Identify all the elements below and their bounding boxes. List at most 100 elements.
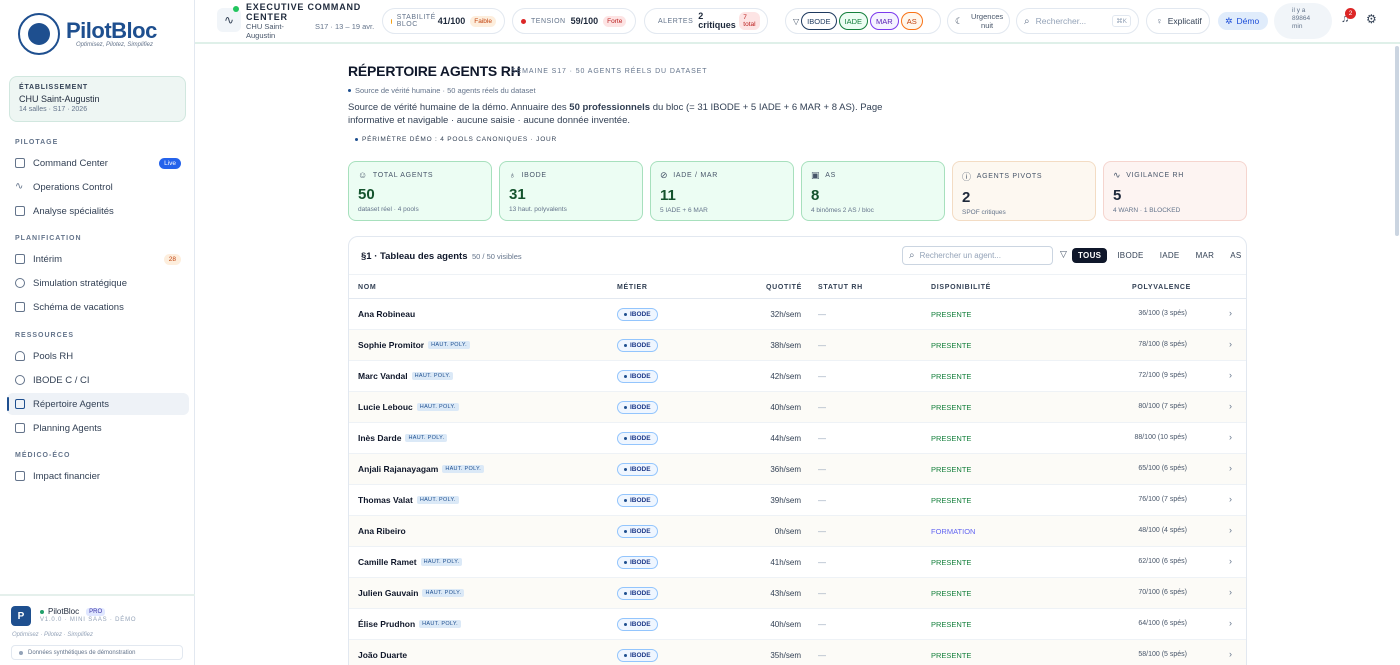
sidebar-item-ibode[interactable]: IBODE C / CI bbox=[7, 369, 189, 391]
sidebar-item-label: Intérim bbox=[33, 253, 63, 265]
explicatif-button[interactable]: ♀ Explicatif bbox=[1146, 8, 1210, 34]
nav-section-planification: PLANIFICATION bbox=[15, 235, 82, 242]
sidebar-item-operations-control[interactable]: ∿ Operations Control bbox=[7, 176, 189, 198]
tension-pill[interactable]: TENSION 59/100 Forte bbox=[512, 8, 636, 34]
segment-as[interactable]: AS bbox=[1230, 251, 1242, 260]
sidebar-item-repertoire[interactable]: Répertoire Agents bbox=[7, 393, 189, 415]
segment-ibode[interactable]: IBODE bbox=[1117, 251, 1144, 260]
sidebar-item-simulation[interactable]: Simulation stratégique bbox=[7, 272, 189, 294]
chevron-right-icon[interactable]: › bbox=[1229, 587, 1232, 597]
nav-section-ressources: RESSOURCES bbox=[15, 332, 75, 339]
disponibilite-value: PRESENTE bbox=[931, 341, 972, 350]
table-row[interactable]: Camille Ramet HAUT. POLY. IBODE 41h/sem — PRE… bbox=[349, 547, 1246, 578]
sidebar-item-analyse[interactable]: Analyse spécialités bbox=[7, 200, 189, 222]
table-row[interactable]: Élise Prudhon HAUT. POLY. IBODE 40h/sem — PRE… bbox=[349, 609, 1246, 640]
table-row[interactable]: Inès Darde HAUT. POLY. IBODE 44h/sem — PRESEN… bbox=[349, 423, 1246, 454]
table-row[interactable]: Thomas Valat HAUT. POLY. IBODE 39h/sem — PRES… bbox=[349, 485, 1246, 516]
segment-iade[interactable]: IADE bbox=[1159, 251, 1180, 260]
filter-chip-iade[interactable]: IADE bbox=[838, 12, 869, 30]
sidebar-item-planning[interactable]: Planning Agents bbox=[7, 417, 189, 439]
global-search[interactable]: ⌕ Rechercher... ⌘K bbox=[1016, 8, 1139, 34]
header-statut[interactable]: STATUT RH bbox=[818, 284, 863, 291]
sidebar-item-impact[interactable]: Impact financier bbox=[7, 465, 189, 487]
table-row[interactable]: Ana Robineau IBODE 32h/sem — PRESENTE 36/100 … bbox=[349, 299, 1246, 330]
sidebar-item-command-center[interactable]: Command Center Live bbox=[7, 152, 189, 174]
disponibilite-value: PRESENTE bbox=[931, 434, 972, 443]
table-title: §1 · Tableau des agents bbox=[361, 251, 468, 262]
chevron-right-icon[interactable]: › bbox=[1229, 463, 1232, 473]
notifications-button[interactable]: ♫ 2 bbox=[1341, 8, 1356, 25]
chevron-right-icon[interactable]: › bbox=[1229, 618, 1232, 628]
table-row[interactable]: João Duarte IBODE 35h/sem — PRESENTE 58/100 (… bbox=[349, 640, 1246, 665]
establishment-sub: 14 salles · S17 · 2026 bbox=[19, 106, 88, 113]
segment-tous[interactable]: TOUS bbox=[1072, 248, 1108, 263]
metier-badge: IBODE bbox=[617, 308, 658, 321]
chevron-right-icon[interactable]: › bbox=[1229, 556, 1232, 566]
sidebar-item-schema[interactable]: Schéma de vacations bbox=[7, 296, 189, 318]
gear-icon: ⚙ bbox=[1366, 12, 1377, 26]
nav-section-medico: MÉDICO-ÉCO bbox=[15, 452, 71, 459]
tension-value: 59/100 bbox=[570, 16, 599, 26]
sidebar-item-pools[interactable]: Pools RH bbox=[7, 345, 189, 367]
header-nom[interactable]: NOM bbox=[358, 284, 377, 291]
table-row[interactable]: Marc Vandal HAUT. POLY. IBODE 42h/sem — PRESE… bbox=[349, 361, 1246, 392]
kpi-iade-mar[interactable]: ⊘ IADE / MAR 11 5 IADE + 6 MAR bbox=[650, 161, 794, 221]
agent-name: Thomas Valat HAUT. POLY. bbox=[358, 495, 459, 505]
demo-button[interactable]: ✲ Démo bbox=[1218, 12, 1268, 30]
urgences-nuit-toggle[interactable]: ☾ Urgences nuit bbox=[947, 8, 1010, 34]
polyvalence-value: 62/100 (6 spés) bbox=[1138, 558, 1187, 565]
polyvalence-value: 80/100 (7 spés) bbox=[1138, 403, 1187, 410]
avatar[interactable]: P bbox=[11, 606, 31, 626]
chevron-right-icon[interactable]: › bbox=[1229, 649, 1232, 659]
alertes-value: 2 critiques bbox=[698, 11, 736, 30]
segment-mar[interactable]: MAR bbox=[1195, 251, 1215, 260]
tension-dot bbox=[521, 18, 526, 24]
table-row[interactable]: Sophie Promitor HAUT. POLY. IBODE 38h/sem — P… bbox=[349, 330, 1246, 361]
contact-icon bbox=[15, 399, 25, 409]
establishment-card[interactable]: ÉTABLISSEMENT CHU Saint-Augustin 14 sall… bbox=[9, 76, 186, 122]
header-quotite[interactable]: QUOTITÉ bbox=[766, 284, 803, 291]
header-poly[interactable]: POLYVALENCE bbox=[1132, 284, 1192, 291]
table-row[interactable]: Lucie Lebouc HAUT. POLY. IBODE 40h/sem — PRES… bbox=[349, 392, 1246, 423]
notification-count: 2 bbox=[1345, 8, 1356, 19]
table-row[interactable]: Julien Gauvain HAUT. POLY. IBODE 43h/sem — PR… bbox=[349, 578, 1246, 609]
kpi-as[interactable]: ▣ AS 8 4 binômes 2 AS / bloc bbox=[801, 161, 945, 221]
chevron-right-icon[interactable]: › bbox=[1229, 370, 1232, 380]
kpi-vigilance-rh[interactable]: ∿ VIGILANCE RH 5 4 WARN · 1 BLOCKED bbox=[1103, 161, 1247, 221]
table-row[interactable]: Anjali Rajanayagam HAUT. POLY. IBODE 36h/se… bbox=[349, 454, 1246, 485]
stabilite-pill[interactable]: STABILITÉ BLOC 41/100 Faible bbox=[382, 8, 505, 34]
haute-polyvalence-badge: HAUT. POLY. bbox=[416, 403, 459, 411]
alertes-pill[interactable]: ALERTES 2 critiques 7 total bbox=[644, 8, 768, 34]
metier-text: IBODE bbox=[630, 621, 651, 628]
chevron-right-icon[interactable]: › bbox=[1229, 494, 1232, 504]
disponibilite-value: PRESENTE bbox=[931, 651, 972, 660]
kpi-ibode[interactable]: ♁ IBODE 31 13 haut. polyvalents bbox=[499, 161, 643, 221]
last-sync[interactable]: il y a 89864 min bbox=[1274, 3, 1332, 39]
settings-button[interactable]: ⚙ bbox=[1366, 12, 1377, 26]
page-subtitle: SEMAINE S17 · 50 AGENTS RÉELS DU DATASET bbox=[511, 68, 708, 75]
chevron-right-icon[interactable]: › bbox=[1229, 525, 1232, 535]
chevron-right-icon[interactable]: › bbox=[1229, 308, 1232, 318]
chevron-right-icon[interactable]: › bbox=[1229, 432, 1232, 442]
logo[interactable]: PilotBloc Optimisez, Pilotez, Simplifiez bbox=[18, 12, 158, 56]
chevron-right-icon[interactable]: › bbox=[1229, 339, 1232, 349]
filter-chip-mar[interactable]: MAR bbox=[870, 12, 899, 30]
metier-text: IBODE bbox=[630, 528, 651, 535]
header-dispo[interactable]: DISPONIBILITÉ bbox=[931, 284, 992, 291]
sidebar-item-interim[interactable]: Intérim 28 bbox=[7, 248, 189, 270]
kpi-total-agents[interactable]: ☺ TOTAL AGENTS 50 dataset réel · 4 pools bbox=[348, 161, 492, 221]
search-icon: ⌕ bbox=[909, 250, 915, 261]
statut-value: — bbox=[818, 496, 826, 505]
polyvalence-value: 78/100 (8 spés) bbox=[1138, 341, 1187, 348]
table-row[interactable]: Ana Ribeiro IBODE 0h/sem — FORMATION 48/100 (… bbox=[349, 516, 1246, 547]
filter-chip-as[interactable]: AS bbox=[900, 12, 923, 30]
perimetre-text: PÉRIMÈTRE DÉMO : 4 POOLS CANONIQUES · JO… bbox=[362, 136, 558, 143]
agent-search-input[interactable]: ⌕ Rechercher un agent... bbox=[902, 246, 1053, 265]
chevron-right-icon[interactable]: › bbox=[1229, 401, 1232, 411]
header-metier[interactable]: MÉTIER bbox=[617, 284, 648, 291]
kpi-agents-pivots[interactable]: ⓘ AGENTS PIVOTS 2 SPOF critiques bbox=[952, 161, 1096, 221]
agent-name: Lucie Lebouc HAUT. POLY. bbox=[358, 402, 459, 412]
scrollbar[interactable] bbox=[1395, 46, 1399, 236]
statut-value: — bbox=[818, 651, 826, 660]
filter-chip-ibode[interactable]: IBODE bbox=[801, 12, 837, 30]
